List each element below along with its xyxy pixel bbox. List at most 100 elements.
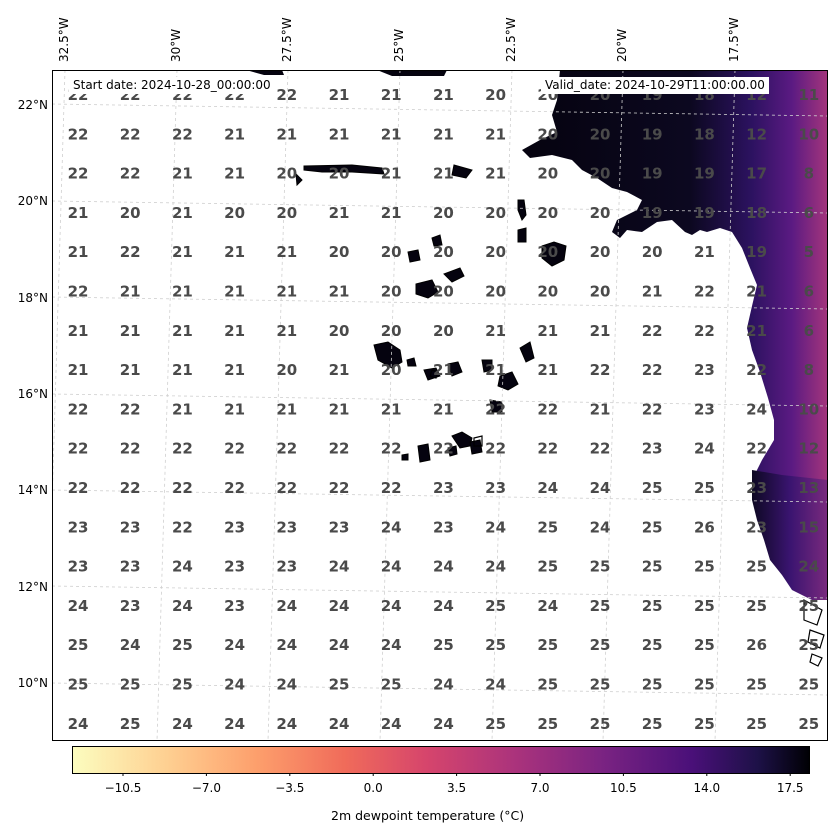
grid-value-label: 24 [68, 715, 89, 733]
grid-value-label: 25 [642, 636, 663, 654]
grid-value-label: 13 [798, 479, 819, 497]
longitude-gridline [491, 70, 513, 741]
grid-value-label: 21 [381, 165, 402, 183]
grid-value-label: 25 [537, 558, 558, 576]
grid-value-label: 21 [746, 322, 767, 340]
grid-value-label: 24 [485, 676, 506, 694]
grid-value-label: 22 [120, 479, 141, 497]
land-field [522, 70, 828, 597]
grid-value-label: 25 [642, 518, 663, 536]
grid-value-label: 21 [120, 283, 141, 301]
grid-value-label: 21 [694, 243, 715, 261]
grid-value-label: 24 [329, 597, 350, 615]
lat-label: 10°N [17, 676, 48, 690]
grid-value-label: 25 [537, 518, 558, 536]
grid-value-label: 23 [642, 440, 663, 458]
grid-value-label: 22 [590, 361, 611, 379]
grid-value-label: 24 [172, 715, 193, 733]
grid-value-label: 22 [276, 440, 297, 458]
grid-value-label: 21 [68, 204, 89, 222]
grid-value-label: 22 [537, 440, 558, 458]
grid-value-label: 22 [120, 400, 141, 418]
grid-value-label: 25 [642, 676, 663, 694]
grid-value-label: 23 [746, 518, 767, 536]
grid-value-label: 21 [68, 361, 89, 379]
grid-value-label: 21 [590, 322, 611, 340]
grid-value-label: 22 [329, 440, 350, 458]
grid-value-label: 15 [798, 518, 819, 536]
longitude-gridline [156, 70, 178, 741]
grid-value-label: 20 [433, 322, 454, 340]
grid-value-label: 22 [172, 440, 193, 458]
grid-value-label: 21 [433, 86, 454, 104]
grid-value-label: 24 [433, 558, 454, 576]
grid-value-label: 24 [276, 597, 297, 615]
grid-value-label: 24 [329, 636, 350, 654]
grid-value-label: 25 [381, 676, 402, 694]
grid-value-label: 23 [276, 518, 297, 536]
grid-value-label: 24 [381, 715, 402, 733]
grid-value-label: 21 [120, 322, 141, 340]
grid-value-label: 24 [746, 400, 767, 418]
isolated-patches [295, 164, 567, 463]
grid-value-label: 21 [329, 125, 350, 143]
grid-value-label: 21 [276, 283, 297, 301]
grid-value-label: 23 [68, 558, 89, 576]
grid-value-label: 25 [642, 597, 663, 615]
gridlines [52, 70, 828, 741]
grid-value-label: 25 [798, 676, 819, 694]
colorbar-label: 2m dewpoint temperature (°C) [331, 808, 525, 823]
grid-value-label: 22 [329, 479, 350, 497]
grid-value-label: 21 [485, 125, 506, 143]
colorbar-gradient [72, 746, 810, 774]
grid-value-label: 25 [798, 636, 819, 654]
grid-value-label: 25 [485, 636, 506, 654]
grid-value-label: 20 [329, 165, 350, 183]
grid-value-label: 23 [433, 518, 454, 536]
grid-value-label: 21 [537, 361, 558, 379]
grid-value-label: 21 [329, 361, 350, 379]
grid-value-label: 20 [224, 204, 245, 222]
grid-value-label: 22 [68, 440, 89, 458]
colorbar-tick-label: −3.5 [275, 781, 305, 795]
grid-value-label: 20 [485, 243, 506, 261]
grid-value-label: 24 [381, 518, 402, 536]
grid-value-label: 25 [329, 676, 350, 694]
grid-value-label: 23 [694, 361, 715, 379]
grid-value-label: 24 [485, 558, 506, 576]
lat-label: 18°N [17, 291, 48, 305]
grid-value-label: 20 [485, 283, 506, 301]
grid-value-label: 20 [590, 165, 611, 183]
grid-value-label: 20 [485, 204, 506, 222]
grid-value-label: 21 [224, 400, 245, 418]
grid-value-label: 6 [804, 322, 814, 340]
grid-value-label: 20 [642, 243, 663, 261]
grid-value-label: 20 [381, 243, 402, 261]
grid-value-label: 21 [433, 125, 454, 143]
grid-value-label: 5 [804, 243, 814, 261]
grid-value-label: 25 [537, 676, 558, 694]
grid-value-label: 24 [120, 636, 141, 654]
grid-value-label: 24 [381, 597, 402, 615]
grid-value-label: 22 [172, 125, 193, 143]
grid-value-label: 24 [537, 597, 558, 615]
grid-value-label: 25 [68, 676, 89, 694]
grid-value-label: 21 [224, 283, 245, 301]
grid-value-label: 21 [381, 125, 402, 143]
grid-value-label: 24 [224, 636, 245, 654]
grid-value-label: 21 [172, 283, 193, 301]
grid-value-label: 21 [224, 322, 245, 340]
lon-label: 30°W [169, 28, 183, 62]
grid-value-label: 22 [120, 243, 141, 261]
grid-value-label: 22 [746, 361, 767, 379]
grid-value-label: 20 [590, 125, 611, 143]
grid-value-label: 20 [276, 361, 297, 379]
grid-value-label: 24 [694, 440, 715, 458]
grid-value-label: 6 [804, 283, 814, 301]
grid-value-label: 25 [68, 636, 89, 654]
map-panel: 22 22 22 22 22 21 21 21 20 20 20 19 18 12 11 22 22 22 21 21… [52, 70, 828, 741]
grid-value-label: 21 [642, 283, 663, 301]
grid-value-label: 25 [746, 676, 767, 694]
grid-value-label: 22 [485, 440, 506, 458]
